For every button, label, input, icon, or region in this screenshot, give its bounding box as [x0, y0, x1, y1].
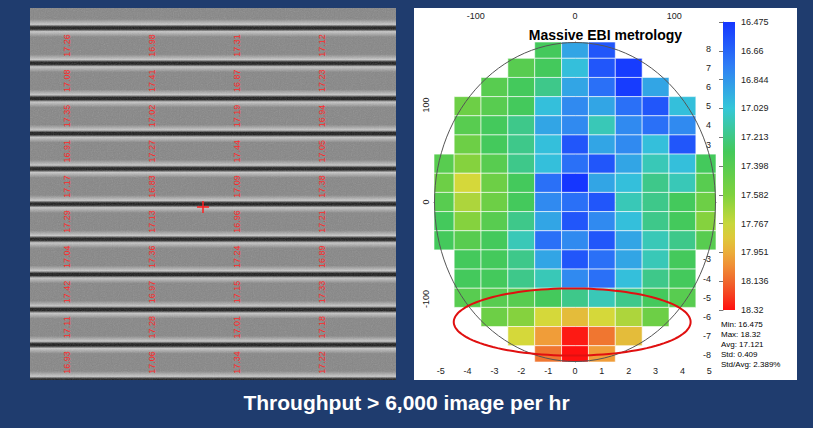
- html-text:Throughput > 6,000 image per h: Throughput > 6,000 image per hr: [243, 391, 570, 414]
- svg-text:17.26: 17.26: [62, 34, 72, 57]
- svg-text:Max: 18.32: Max: 18.32: [721, 330, 761, 339]
- svg-text:-1: -1: [544, 366, 552, 376]
- svg-text:-6: -6: [703, 312, 711, 322]
- svg-text:7: 7: [706, 63, 711, 73]
- svg-text:17.22: 17.22: [317, 351, 327, 374]
- svg-text:17.04: 17.04: [62, 246, 72, 269]
- svg-text:100: 100: [421, 98, 431, 113]
- svg-text:17.36: 17.36: [147, 246, 157, 269]
- svg-text:Min: 16.475: Min: 16.475: [721, 320, 763, 329]
- svg-text:-8: -8: [703, 350, 711, 360]
- svg-text:17.44: 17.44: [232, 140, 242, 163]
- svg-text:-3: -3: [490, 366, 498, 376]
- svg-text:-100: -100: [467, 11, 485, 21]
- svg-text:17.213: 17.213: [741, 132, 769, 142]
- svg-text:17.582: 17.582: [741, 190, 769, 200]
- svg-text:16.66: 16.66: [741, 46, 764, 56]
- svg-text:4: 4: [706, 120, 711, 130]
- svg-text:6: 6: [706, 82, 711, 92]
- svg-text:17.08: 17.08: [62, 70, 72, 93]
- svg-text:4: 4: [680, 366, 685, 376]
- svg-text:-5: -5: [703, 293, 711, 303]
- svg-text:17.38: 17.38: [317, 175, 327, 198]
- svg-text:17.33: 17.33: [317, 281, 327, 304]
- svg-text:0: 0: [421, 199, 431, 204]
- svg-text:Massive EBI metrology: Massive EBI metrology: [529, 27, 682, 43]
- svg-text:18.136: 18.136: [741, 276, 769, 286]
- svg-text:17.18: 17.18: [317, 316, 327, 339]
- svg-text:17.27: 17.27: [147, 140, 157, 163]
- svg-text:5: 5: [707, 366, 712, 376]
- svg-text:17.767: 17.767: [741, 219, 769, 229]
- svg-text:17.398: 17.398: [741, 161, 769, 171]
- svg-text:5: 5: [706, 101, 711, 111]
- svg-text:Std/Avg: 2.389%: Std/Avg: 2.389%: [721, 360, 780, 369]
- svg-text:16.89: 16.89: [317, 246, 327, 269]
- svg-text:17.05: 17.05: [317, 140, 327, 163]
- svg-text:17.24: 17.24: [232, 246, 242, 269]
- svg-text:2: 2: [626, 366, 631, 376]
- svg-text:18.32: 18.32: [741, 305, 764, 315]
- svg-text:17.34: 17.34: [232, 351, 242, 374]
- svg-text:16.98: 16.98: [147, 34, 157, 57]
- svg-text:1: 1: [599, 366, 604, 376]
- svg-text:17.01: 17.01: [232, 316, 242, 339]
- svg-text:17.42: 17.42: [62, 281, 72, 304]
- svg-text:17.02: 17.02: [147, 105, 157, 128]
- svg-text:Avg: 17.121: Avg: 17.121: [721, 340, 764, 349]
- svg-text:17.11: 17.11: [62, 316, 72, 338]
- svg-text:0: 0: [572, 11, 577, 21]
- svg-text:-100: -100: [421, 290, 431, 308]
- svg-text:Std: 0.409: Std: 0.409: [721, 350, 758, 359]
- svg-text:17.35: 17.35: [62, 105, 72, 128]
- svg-text:8: 8: [706, 44, 711, 54]
- svg-text:17.41: 17.41: [147, 70, 157, 93]
- svg-text:0: 0: [572, 366, 577, 376]
- svg-text:-7: -7: [703, 331, 711, 341]
- svg-text:3: 3: [706, 139, 711, 150]
- svg-text:16.475: 16.475: [741, 17, 769, 27]
- svg-text:17.17: 17.17: [62, 175, 72, 198]
- svg-text:16.96: 16.96: [232, 210, 242, 233]
- svg-text:16.844: 16.844: [741, 75, 769, 85]
- svg-text:17.06: 17.06: [147, 351, 157, 374]
- svg-text:-4: -4: [464, 366, 472, 376]
- svg-text:17.29: 17.29: [62, 210, 72, 233]
- svg-text:3: 3: [653, 366, 658, 376]
- svg-text:16.94: 16.94: [317, 105, 327, 128]
- svg-text:17.951: 17.951: [741, 247, 769, 257]
- svg-text:17.12: 17.12: [317, 34, 327, 57]
- svg-text:100: 100: [667, 11, 682, 21]
- svg-text:16.91: 16.91: [62, 140, 72, 163]
- svg-text:16.93: 16.93: [62, 351, 72, 374]
- svg-text:16.83: 16.83: [147, 175, 157, 198]
- svg-text:17.19: 17.19: [232, 105, 242, 128]
- svg-text:-5: -5: [437, 366, 445, 376]
- svg-text:17.13: 17.13: [147, 210, 157, 233]
- svg-text:17.15: 17.15: [232, 281, 242, 304]
- svg-text:17.31: 17.31: [232, 34, 242, 57]
- svg-text:-2: -2: [517, 366, 525, 376]
- svg-text:-4: -4: [703, 274, 711, 284]
- svg-text:16.97: 16.97: [147, 281, 157, 304]
- svg-text:16.87: 16.87: [232, 70, 242, 93]
- svg-text:17.029: 17.029: [741, 103, 769, 113]
- svg-text:17.28: 17.28: [147, 316, 157, 339]
- svg-text:17.23: 17.23: [317, 70, 327, 93]
- svg-text:17.21: 17.21: [317, 210, 327, 233]
- svg-text:-3: -3: [703, 254, 711, 265]
- svg-text:17.09: 17.09: [232, 175, 242, 198]
